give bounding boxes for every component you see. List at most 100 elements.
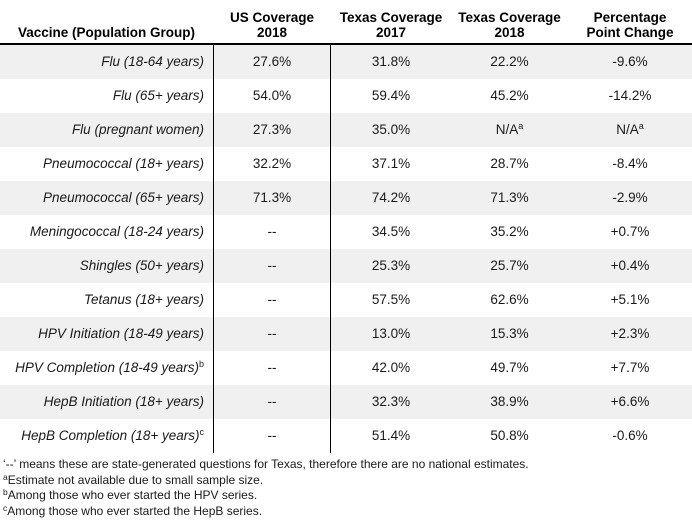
texas-coverage-2018-value: 49.7% (490, 360, 529, 375)
texas-coverage-2017-value: 37.1% (371, 156, 411, 171)
texas-coverage-2018-value: 28.7% (490, 156, 529, 171)
texas-coverage-2017-value: 57.5% (371, 292, 411, 307)
vaccine-name-cell: Meningococcal (18-24 years) (0, 215, 213, 249)
header-line2: Point Change (586, 25, 674, 40)
texas-coverage-2017-value: 13.0% (371, 326, 411, 341)
texas-coverage-2018-cell: 38.9% (451, 385, 568, 419)
us-coverage-2018-cell: 27.3% (213, 113, 331, 147)
percentage-point-change-cell: +0.4% (568, 249, 692, 283)
texas-coverage-2017-cell: 51.4% (331, 419, 451, 453)
texas-coverage-2017-cell: 35.0% (331, 113, 451, 147)
vaccine-name: HPV Initiation (18-49 years) (38, 326, 204, 341)
table-row: HepB Initiation (18+ years) -- 32.3% 38.… (0, 385, 692, 419)
percentage-point-change-cell: -8.4% (568, 147, 692, 181)
texas-coverage-2018-cell: 25.7% (451, 249, 568, 283)
texas-coverage-2018-value: 45.2% (490, 88, 529, 103)
header-line2: 2017 (375, 25, 407, 40)
texas-coverage-2018-value: 35.2% (490, 224, 529, 239)
footnotes-section: ‘--’ means these are state-generated que… (0, 453, 692, 519)
table-row: HPV Initiation (18-49 years) -- 13.0% 15… (0, 317, 692, 351)
texas-coverage-2017-cell: 31.8% (331, 45, 451, 79)
percentage-point-change-cell: +2.3% (568, 317, 692, 351)
texas-coverage-2018-cell: 15.3% (451, 317, 568, 351)
texas-coverage-2017-value: 59.4% (371, 88, 411, 103)
percentage-point-change-value: N/A (616, 122, 639, 137)
us-coverage-2018-value: 71.3% (252, 190, 292, 205)
footnote: ‘--’ means these are state-generated que… (3, 457, 692, 473)
texas-coverage-2017-cell: 74.2% (331, 181, 451, 215)
us-coverage-2018-value: -- (267, 428, 277, 443)
header-vaccine-population-group: Vaccine (Population Group) (0, 0, 213, 43)
vaccine-name: Flu (18-64 years) (101, 54, 204, 69)
texas-coverage-2018-value: 15.3% (490, 326, 529, 341)
footnote-text: Estimate not available due to small samp… (7, 472, 264, 487)
vaccine-name-cell: HPV Initiation (18-49 years) (0, 317, 213, 351)
texas-coverage-2018-cell: 22.2% (451, 45, 568, 79)
texas-coverage-2017-cell: 34.5% (331, 215, 451, 249)
us-coverage-2018-cell: -- (213, 385, 331, 419)
vaccine-name: HepB Completion (18+ years) (21, 428, 200, 443)
texas-coverage-2017-cell: 37.1% (331, 147, 451, 181)
vaccine-coverage-table: Vaccine (Population Group) US Coverage 20… (0, 0, 692, 453)
texas-coverage-2018-value: N/A (495, 122, 519, 137)
vaccine-name-cell: Flu (pregnant women) (0, 113, 213, 147)
percentage-point-change-value: +0.4% (610, 258, 650, 273)
footnote: cAmong those who ever started the HepB s… (3, 502, 692, 520)
percentage-point-change-value: -8.4% (612, 156, 648, 171)
us-coverage-2018-cell: 54.0% (213, 79, 331, 113)
vaccine-name-cell: HPV Completion (18-49 years)b (0, 351, 213, 385)
superscript-marker: a (638, 121, 644, 131)
percentage-point-change-value: -0.6% (612, 428, 648, 443)
percentage-point-change-cell: +5.1% (568, 283, 692, 317)
table-row: HPV Completion (18-49 years)b -- 42.0% 4… (0, 351, 692, 385)
footnote-text: Among those who ever started the HepB se… (7, 503, 263, 518)
vaccine-name: Pneumococcal (65+ years) (43, 190, 204, 205)
footnote-text: ‘--’ means these are state-generated que… (3, 457, 529, 471)
percentage-point-change-value: +6.6% (610, 394, 650, 409)
texas-coverage-2017-value: 51.4% (371, 428, 411, 443)
table-row: Shingles (50+ years) -- 25.3% 25.7% +0.4… (0, 249, 692, 283)
us-coverage-2018-value: -- (267, 292, 277, 307)
footnote: aEstimate not available due to small sam… (3, 471, 692, 489)
percentage-point-change-value: -14.2% (608, 88, 652, 103)
texas-coverage-2018-cell: 50.8% (451, 419, 568, 453)
footnote: bAmong those who ever started the HPV se… (3, 488, 692, 504)
table-row: Flu (18-64 years) 27.6% 31.8% 22.2% -9.6… (0, 45, 692, 79)
footnote-superscript: a (3, 471, 8, 482)
vaccine-name-cell: Pneumococcal (65+ years) (0, 181, 213, 215)
table-row: HepB Completion (18+ years)c -- 51.4% 50… (0, 419, 692, 453)
footnote-superscript: c (3, 502, 8, 513)
vaccine-name: Flu (pregnant women) (71, 122, 204, 137)
texas-coverage-2018-cell: 45.2% (451, 79, 568, 113)
percentage-point-change-cell: +7.7% (568, 351, 692, 385)
texas-coverage-2018-value: 50.8% (490, 428, 529, 443)
texas-coverage-2018-value: 38.9% (490, 394, 529, 409)
us-coverage-2018-cell: -- (213, 283, 331, 317)
us-coverage-2018-cell: 71.3% (213, 181, 331, 215)
header-texas-coverage-2017: Texas Coverage 2017 (331, 0, 451, 43)
us-coverage-2018-cell: -- (213, 249, 331, 283)
texas-coverage-2017-cell: 13.0% (331, 317, 451, 351)
us-coverage-2018-value: -- (267, 224, 277, 239)
us-coverage-2018-value: -- (267, 258, 277, 273)
us-coverage-2018-value: -- (267, 394, 277, 409)
texas-coverage-2017-cell: 32.3% (331, 385, 451, 419)
percentage-point-change-cell: -9.6% (568, 45, 692, 79)
vaccine-name: HPV Completion (18-49 years) (15, 360, 199, 375)
texas-coverage-2017-value: 31.8% (371, 54, 411, 69)
header-line1: US Coverage (229, 10, 315, 25)
texas-coverage-2018-cell: 62.6% (451, 283, 568, 317)
us-coverage-2018-cell: -- (213, 215, 331, 249)
texas-coverage-2017-value: 32.3% (371, 394, 411, 409)
table-header-row: Vaccine (Population Group) US Coverage 20… (0, 0, 692, 45)
us-coverage-2018-value: -- (267, 326, 277, 341)
texas-coverage-2018-cell: 35.2% (451, 215, 568, 249)
texas-coverage-2018-cell: 49.7% (451, 351, 568, 385)
vaccine-name: Pneumococcal (18+ years) (43, 156, 204, 171)
percentage-point-change-value: -9.6% (612, 54, 648, 69)
us-coverage-2018-value: 54.0% (252, 88, 292, 103)
texas-coverage-2018-value: 71.3% (490, 190, 529, 205)
texas-coverage-2017-cell: 59.4% (331, 79, 451, 113)
texas-coverage-2017-cell: 42.0% (331, 351, 451, 385)
header-percentage-point-change: Percentage Point Change (568, 0, 692, 43)
